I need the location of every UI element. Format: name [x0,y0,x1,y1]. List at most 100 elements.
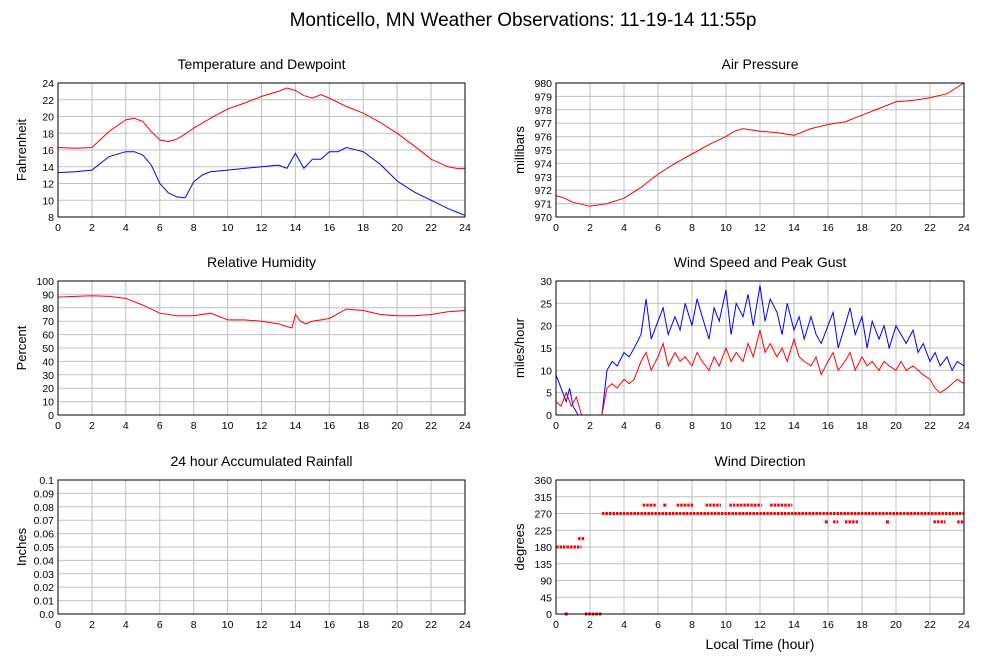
y-tick-label: 8 [48,212,54,224]
y-tick-label: 50 [42,343,54,355]
x-tick-label: 6 [157,619,163,631]
x-tick-label: 16 [822,222,834,234]
x-tick-label: 4 [621,420,627,432]
chart-title: Wind Direction [714,453,805,469]
direction-point [824,520,828,524]
x-tick-label: 20 [890,222,902,234]
y-tick-label: 60 [42,330,54,342]
x-tick-label: 4 [123,420,129,432]
y-tick-label: 0.03 [34,569,55,581]
x-tick-label: 10 [222,420,234,432]
series-line-0 [555,82,965,207]
y-tick-label: 977 [534,118,552,130]
x-tick-label: 10 [222,222,234,234]
x-tick-label: 8 [689,222,695,234]
y-tick-label: 974 [534,158,552,170]
x-tick-label: 6 [655,619,661,631]
y-tick-label: 225 [534,525,552,537]
y-tick-label: 976 [534,132,552,144]
x-tick-label: 8 [689,619,695,631]
y-axis-label: miles/hour [512,317,527,378]
x-tick-label: 6 [655,420,661,432]
x-tick-label: 2 [587,619,593,631]
x-axis-label: Local Time (hour) [706,636,815,652]
y-tick-label: 0.09 [34,488,55,500]
x-tick-label: 24 [958,619,970,631]
y-tick-label: 80 [42,303,54,315]
x-tick-label: 16 [822,420,834,432]
y-tick-label: 0.04 [34,555,55,567]
x-tick-label: 8 [191,619,197,631]
chart-title: 24 hour Accumulated Rainfall [170,453,352,469]
direction-point [886,520,889,524]
y-tick-label: 14 [42,162,54,174]
y-axis-label: Inches [14,527,29,566]
x-tick-label: 16 [323,420,335,432]
x-tick-label: 2 [587,222,593,234]
y-tick-label: 315 [534,492,552,504]
y-tick-label: 978 [534,105,552,117]
x-tick-label: 12 [256,420,268,432]
x-tick-label: 10 [222,619,234,631]
y-tick-label: 0.1 [39,475,54,487]
x-tick-label: 14 [290,222,302,234]
x-tick-label: 14 [290,619,302,631]
y-tick-label: 270 [534,509,552,521]
y-tick-label: 10 [42,195,54,207]
y-tick-label: 90 [42,289,54,301]
x-tick-label: 12 [754,420,766,432]
y-tick-label: 15 [540,343,552,355]
x-tick-label: 10 [720,222,732,234]
x-tick-label: 24 [459,420,471,432]
series-line-1 [555,329,965,416]
plot-frame [555,280,965,416]
x-tick-label: 22 [425,222,437,234]
x-tick-label: 4 [621,222,627,234]
x-tick-label: 0 [55,222,61,234]
series-line-1 [57,146,466,216]
x-tick-label: 0 [553,420,559,432]
x-tick-label: 12 [256,222,268,234]
y-tick-label: 20 [540,321,552,333]
x-tick-label: 22 [924,420,936,432]
y-tick-label: 0.08 [34,502,55,514]
y-tick-label: 30 [540,276,552,288]
y-tick-label: 40 [42,356,54,368]
x-tick-label: 22 [924,222,936,234]
plot-frame [555,82,965,218]
x-tick-label: 4 [123,222,129,234]
y-axis-label: Fahrenheit [14,119,29,182]
x-tick-label: 8 [689,420,695,432]
x-tick-label: 10 [720,420,732,432]
y-tick-label: 12 [42,179,54,191]
y-tick-label: 980 [534,78,552,90]
x-tick-label: 18 [357,619,369,631]
y-tick-label: 0 [546,410,552,422]
y-tick-label: 20 [42,383,54,395]
y-tick-label: 10 [42,397,54,409]
series-line-0 [57,87,465,169]
y-tick-label: 0.01 [34,596,55,608]
y-tick-label: 18 [42,128,54,140]
y-tick-label: 971 [534,199,552,211]
x-tick-label: 2 [89,420,95,432]
x-tick-label: 20 [890,619,902,631]
x-tick-label: 8 [191,222,197,234]
x-tick-label: 6 [157,420,163,432]
y-tick-label: 90 [540,576,552,588]
direction-point [663,503,667,507]
x-tick-label: 22 [924,619,936,631]
series-line-0 [57,295,466,329]
chart-title: Air Pressure [721,56,798,72]
x-tick-label: 16 [822,619,834,631]
y-axis-label: Percent [14,325,29,370]
x-tick-label: 12 [256,619,268,631]
x-tick-label: 6 [157,222,163,234]
x-tick-label: 18 [856,619,868,631]
